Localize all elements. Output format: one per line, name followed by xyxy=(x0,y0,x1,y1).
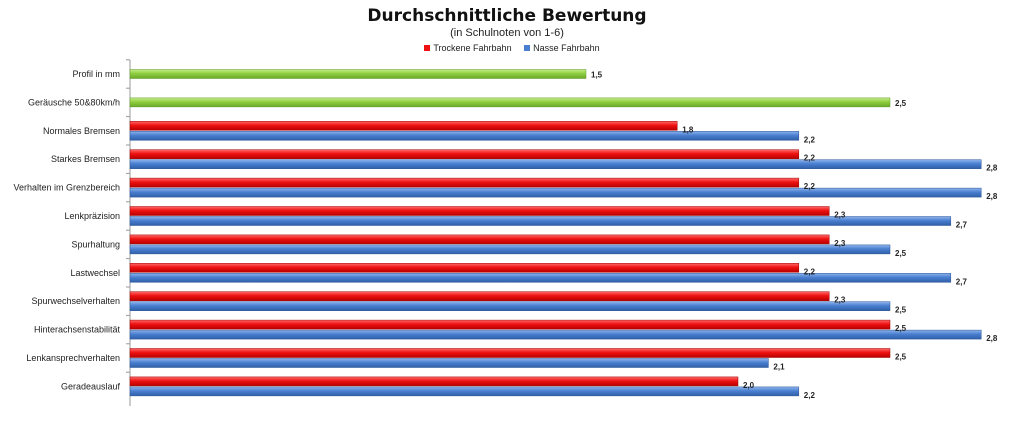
legend-label-dry: Trockene Fahrbahn xyxy=(433,43,512,53)
data-label: 2,2 xyxy=(804,267,816,276)
bar-single xyxy=(129,97,891,108)
bar-wet xyxy=(129,216,952,226)
data-label: 2,8 xyxy=(986,192,998,201)
legend-item-wet: Nasse Fahrbahn xyxy=(524,43,600,53)
data-label: 2,2 xyxy=(804,135,816,144)
category-label: Lenkpräzision xyxy=(64,211,120,221)
category-label: Profil in mm xyxy=(72,69,120,79)
data-label: 2,5 xyxy=(895,306,907,315)
bar-wet xyxy=(129,301,891,311)
data-label: 2,8 xyxy=(986,334,998,343)
bar-wet xyxy=(129,358,769,368)
data-label: 2,3 xyxy=(834,211,846,220)
data-label: 2,5 xyxy=(895,324,907,333)
data-label: 2,5 xyxy=(895,353,907,362)
bar-dry xyxy=(129,149,800,159)
data-label: 1,5 xyxy=(591,71,603,80)
category-label: Lastwechsel xyxy=(70,268,120,278)
data-label: 2,1 xyxy=(773,363,785,372)
data-label: 2,8 xyxy=(986,164,998,173)
data-label: 1,8 xyxy=(682,125,694,134)
legend-item-dry: Trockene Fahrbahn xyxy=(424,43,512,53)
category-label: Lenkansprechverhalten xyxy=(26,353,120,363)
chart-title: Durchschnittliche Bewertung xyxy=(367,6,647,26)
data-label: 2,3 xyxy=(834,239,846,248)
bar-dry xyxy=(129,291,830,301)
category-label: Geräusche 50&80km/h xyxy=(28,97,120,107)
bar-dry xyxy=(129,376,739,387)
bar-dry xyxy=(129,234,830,245)
bar-dry xyxy=(129,348,891,358)
category-label: Hinterachsenstabilität xyxy=(34,325,121,335)
bar-wet xyxy=(129,159,982,169)
data-label: 2,2 xyxy=(804,154,816,163)
data-label: 2,7 xyxy=(956,221,968,230)
data-label: 2,7 xyxy=(956,277,968,286)
bar-wet xyxy=(129,131,800,141)
data-label: 2,5 xyxy=(895,249,907,258)
bar-wet xyxy=(129,187,982,198)
data-label: 2,2 xyxy=(804,391,816,400)
data-label: 2,0 xyxy=(743,381,755,390)
bar-dry xyxy=(129,319,891,330)
category-label: Spurwechselverhalten xyxy=(31,296,120,306)
legend-swatch-dry xyxy=(424,45,431,51)
bar-dry xyxy=(129,121,678,131)
legend-label-wet: Nasse Fahrbahn xyxy=(533,43,600,53)
category-label: Spurhaltung xyxy=(71,239,120,249)
bar-wet xyxy=(129,329,982,340)
data-label: 2,5 xyxy=(895,99,907,108)
bar-dry xyxy=(129,177,800,188)
bar-wet xyxy=(129,273,952,283)
bar-wet xyxy=(129,244,891,255)
chart-legend: Trockene Fahrbahn Nasse Fahrbahn xyxy=(0,43,1024,53)
bar-wet xyxy=(129,386,800,397)
category-label: Normales Bremsen xyxy=(43,126,120,136)
data-label: 2,3 xyxy=(834,296,846,305)
bar-dry xyxy=(129,263,800,273)
category-label: Geradeauslauf xyxy=(61,381,121,391)
bar-single xyxy=(129,69,587,79)
chart-subtitle: (in Schulnoten von 1-6) xyxy=(450,27,564,39)
data-label: 2,2 xyxy=(804,182,816,191)
legend-swatch-wet xyxy=(524,45,531,51)
category-label: Verhalten im Grenzbereich xyxy=(13,183,120,193)
category-label: Starkes Bremsen xyxy=(51,154,120,164)
bar-dry xyxy=(129,206,830,216)
